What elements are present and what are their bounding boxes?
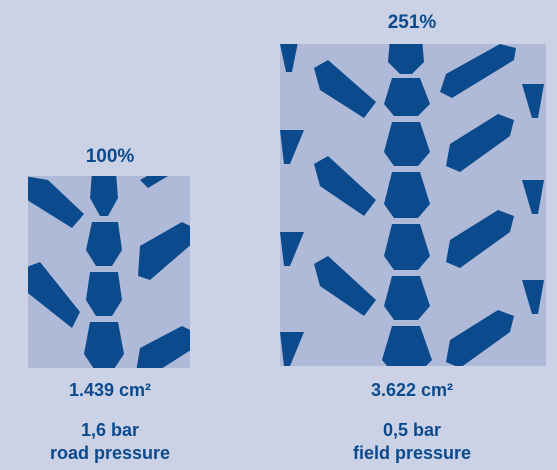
field-right-spike-1	[522, 84, 544, 118]
road-percent: 100%	[85, 146, 135, 167]
road-center-lug-2	[86, 222, 122, 266]
field-left-spike-1	[280, 44, 298, 72]
field-right-lug-4	[446, 310, 514, 366]
field-left-lug-1	[314, 60, 376, 118]
field-right-spike-2	[522, 180, 544, 214]
field-center-lug-6	[384, 276, 430, 320]
field-center-lug-3	[384, 122, 430, 166]
field-center-lug-2	[384, 78, 430, 116]
road-left-lug-2	[28, 262, 80, 328]
road-pressure-label: road pressure	[49, 443, 171, 463]
field-left-spike-3	[280, 232, 304, 266]
road-area: 1.439 cm²	[68, 380, 152, 400]
field-left-spike-2	[280, 130, 304, 164]
field-pressure-label: field pressure	[352, 443, 472, 463]
field-center-lug-7	[382, 326, 432, 366]
road-center-lug-4	[84, 322, 124, 368]
field-right-lug-1	[440, 44, 516, 98]
field-right-lug-3	[446, 210, 514, 268]
field-left-spike-4	[280, 332, 304, 366]
road-contact-patch	[28, 176, 190, 368]
road-right-lug-3	[136, 326, 190, 368]
field-center-lug-1	[388, 44, 424, 74]
road-center-lug-3	[86, 272, 122, 316]
field-left-lug-2	[314, 156, 376, 216]
field-center-lug-5	[384, 224, 430, 270]
field-percent: 251%	[387, 12, 437, 33]
road-left-lug-1	[28, 176, 84, 228]
road-center-lug-1	[90, 176, 118, 216]
field-pressure: 0,5 bar	[382, 420, 442, 440]
road-right-lug-1	[140, 176, 168, 188]
field-area: 3.622 cm²	[370, 380, 454, 400]
field-contact-patch	[280, 44, 546, 366]
field-right-spike-3	[522, 280, 544, 314]
field-left-lug-3	[314, 256, 376, 316]
field-right-lug-2	[446, 114, 514, 172]
road-right-lug-2	[138, 222, 190, 280]
field-center-lug-4	[384, 172, 430, 218]
road-pressure: 1,6 bar	[80, 420, 140, 440]
